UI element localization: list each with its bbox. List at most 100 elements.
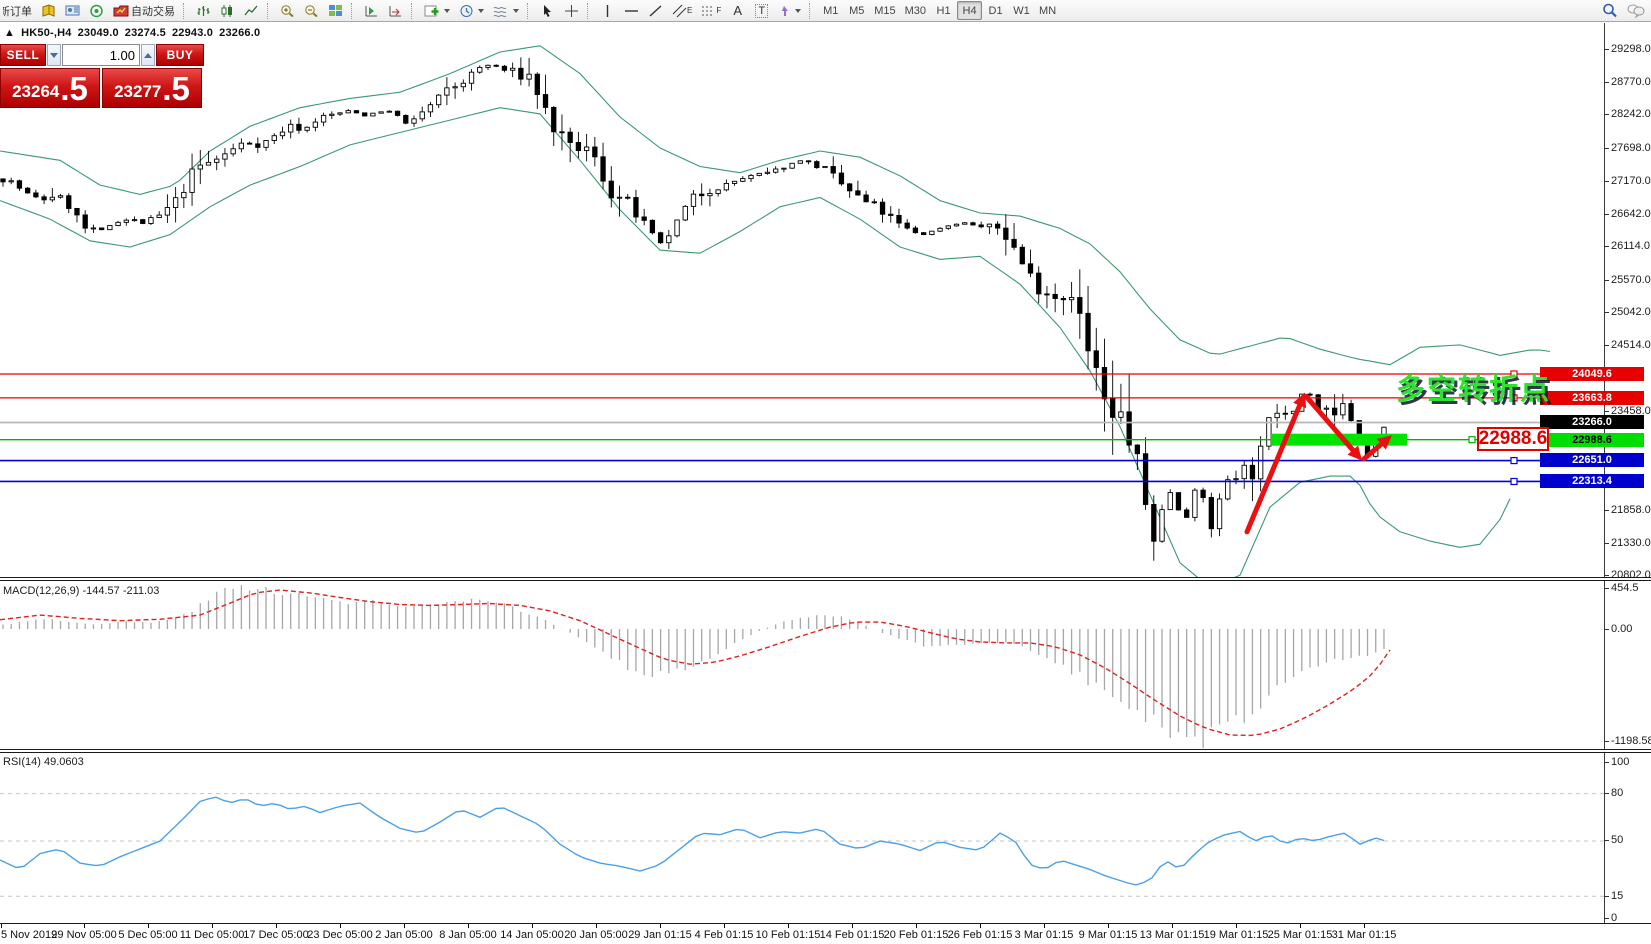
rsi-tick-label: 15 xyxy=(1611,890,1624,902)
volume-increase-button[interactable] xyxy=(141,44,155,66)
chart-shift-button[interactable] xyxy=(360,1,383,20)
timeframe-label: MN xyxy=(1039,4,1057,17)
time-tick-label: 4 Feb 01:15 xyxy=(694,929,754,941)
buy-price-display[interactable]: 23277.5 xyxy=(102,68,202,108)
timeframe-d1-button[interactable]: D1 xyxy=(983,1,1008,20)
zoom-out-button[interactable] xyxy=(300,1,323,20)
line-chart-icon xyxy=(244,5,258,15)
autotrading-button[interactable]: 自动交易 xyxy=(109,1,179,20)
macd-panel-divider[interactable] xyxy=(0,577,1651,581)
time-tick-mark xyxy=(724,924,725,928)
time-tick-mark xyxy=(276,924,277,928)
toolbar-separator xyxy=(527,2,532,19)
time-tick-label: 26 Feb 01:15 xyxy=(947,929,1013,941)
label-tool-icon: T xyxy=(755,3,769,18)
signals-button[interactable] xyxy=(85,1,108,20)
price-level-label[interactable]: 23663.8 xyxy=(1540,391,1644,405)
macd-tick-label: 0.00 xyxy=(1611,623,1633,635)
rsi-tick-label: 80 xyxy=(1611,787,1624,799)
arrows-tool-button[interactable] xyxy=(774,1,805,20)
sell-button[interactable]: SELL xyxy=(0,44,46,66)
turning-point-annotation: 多空转折点 xyxy=(1396,374,1552,406)
auto-scroll-button[interactable] xyxy=(384,1,407,20)
timeframe-label: H4 xyxy=(962,4,977,17)
candlestick-chart-button[interactable] xyxy=(216,1,239,20)
periods-caret-icon xyxy=(478,8,484,13)
indicators-icon xyxy=(424,5,439,16)
channel-tool-button[interactable]: E xyxy=(668,1,696,20)
price-tick-label: 26642.0 xyxy=(1611,208,1651,220)
periods-button[interactable] xyxy=(455,1,488,20)
vertical-line-tool-button[interactable] xyxy=(596,1,619,20)
timeframe-mn-button[interactable]: MN xyxy=(1035,1,1060,20)
zoom-in-button[interactable] xyxy=(276,1,299,20)
fibonacci-icon xyxy=(702,6,714,15)
price-tick-label: 21330.0 xyxy=(1611,537,1651,549)
address-book-icon xyxy=(42,3,55,17)
tile-windows-icon xyxy=(329,4,342,16)
time-tick-label: 9 Mar 01:15 xyxy=(1078,929,1138,941)
price-level-label[interactable]: 24049.6 xyxy=(1540,367,1644,381)
label-tool-button[interactable]: T xyxy=(750,1,773,20)
main-chart-canvas[interactable] xyxy=(0,23,1604,577)
price-callout-label[interactable]: 22988.6 xyxy=(1477,427,1549,451)
rsi-tick-mark xyxy=(1604,918,1609,919)
templates-button[interactable] xyxy=(489,1,523,20)
time-tick-label: 19 Mar 01:15 xyxy=(1203,929,1269,941)
volume-input[interactable] xyxy=(62,44,140,66)
timeframe-m1-button[interactable]: M1 xyxy=(818,1,843,20)
templates-icon xyxy=(493,6,507,17)
market-depth-button[interactable] xyxy=(61,1,84,20)
buy-price-main: 23277 xyxy=(114,82,162,101)
timeframe-h4-button[interactable]: H4 xyxy=(957,1,983,20)
new-order-button[interactable]: 新订单 xyxy=(2,1,36,20)
time-tick-mark xyxy=(980,924,981,928)
rsi-panel-divider[interactable] xyxy=(0,749,1651,753)
time-tick-mark xyxy=(1,924,2,928)
timeframe-w1-button[interactable]: W1 xyxy=(1009,1,1034,20)
triangle-up-icon xyxy=(144,52,152,58)
one-click-trading-panel: SELL BUY 23264.5 23277.5 xyxy=(0,44,206,108)
buy-button[interactable]: BUY xyxy=(156,44,204,66)
crosshair-tool-button[interactable] xyxy=(560,1,583,20)
time-tick-mark xyxy=(788,924,789,928)
horizontal-line-tool-button[interactable] xyxy=(620,1,643,20)
timeframe-m15-button[interactable]: M15 xyxy=(870,1,899,20)
volume-decrease-button[interactable] xyxy=(47,44,61,66)
price-tick-mark xyxy=(1604,345,1609,346)
tile-windows-button[interactable] xyxy=(324,1,347,20)
trendline-tool-button[interactable] xyxy=(644,1,667,20)
timeframe-m30-button[interactable]: M30 xyxy=(901,1,930,20)
macd-panel[interactable] xyxy=(0,581,1604,748)
arrows-caret-icon xyxy=(795,8,802,13)
trendline-icon xyxy=(649,4,662,17)
auto-scroll-icon xyxy=(389,5,401,16)
rsi-panel[interactable] xyxy=(0,753,1604,921)
sell-price-display[interactable]: 23264.5 xyxy=(0,68,100,108)
search-button[interactable] xyxy=(1598,1,1622,20)
time-tick-mark xyxy=(340,924,341,928)
ohlc-open: 23049.0 xyxy=(77,27,119,39)
ohlc-low: 22943.0 xyxy=(171,27,214,39)
candlestick-chart-icon xyxy=(221,4,232,17)
autotrading-icon xyxy=(113,5,129,16)
price-level-label[interactable]: 22651.0 xyxy=(1540,453,1644,467)
toolbar-separator xyxy=(351,2,356,19)
cursor-tool-button[interactable] xyxy=(536,1,559,20)
fibonacci-label: F xyxy=(716,6,722,15)
price-level-label[interactable]: 22313.4 xyxy=(1540,474,1644,488)
indicators-button[interactable] xyxy=(420,1,454,20)
line-chart-button[interactable] xyxy=(240,1,263,20)
toolbar: 新订单 自动交易 xyxy=(0,0,1651,22)
price-level-label[interactable]: 22988.6 xyxy=(1540,433,1644,447)
fibonacci-tool-button[interactable]: F xyxy=(697,1,725,20)
timeframe-h1-button[interactable]: H1 xyxy=(931,1,956,20)
price-tick-mark xyxy=(1604,575,1609,576)
text-tool-button[interactable]: A xyxy=(726,1,749,20)
price-level-label[interactable]: 23266.0 xyxy=(1540,415,1644,429)
bar-chart-button[interactable] xyxy=(192,1,215,20)
address-book-button[interactable] xyxy=(37,1,60,20)
chat-button[interactable] xyxy=(1623,1,1649,20)
timeframe-m5-button[interactable]: M5 xyxy=(844,1,869,20)
price-tick-mark xyxy=(1604,280,1609,281)
